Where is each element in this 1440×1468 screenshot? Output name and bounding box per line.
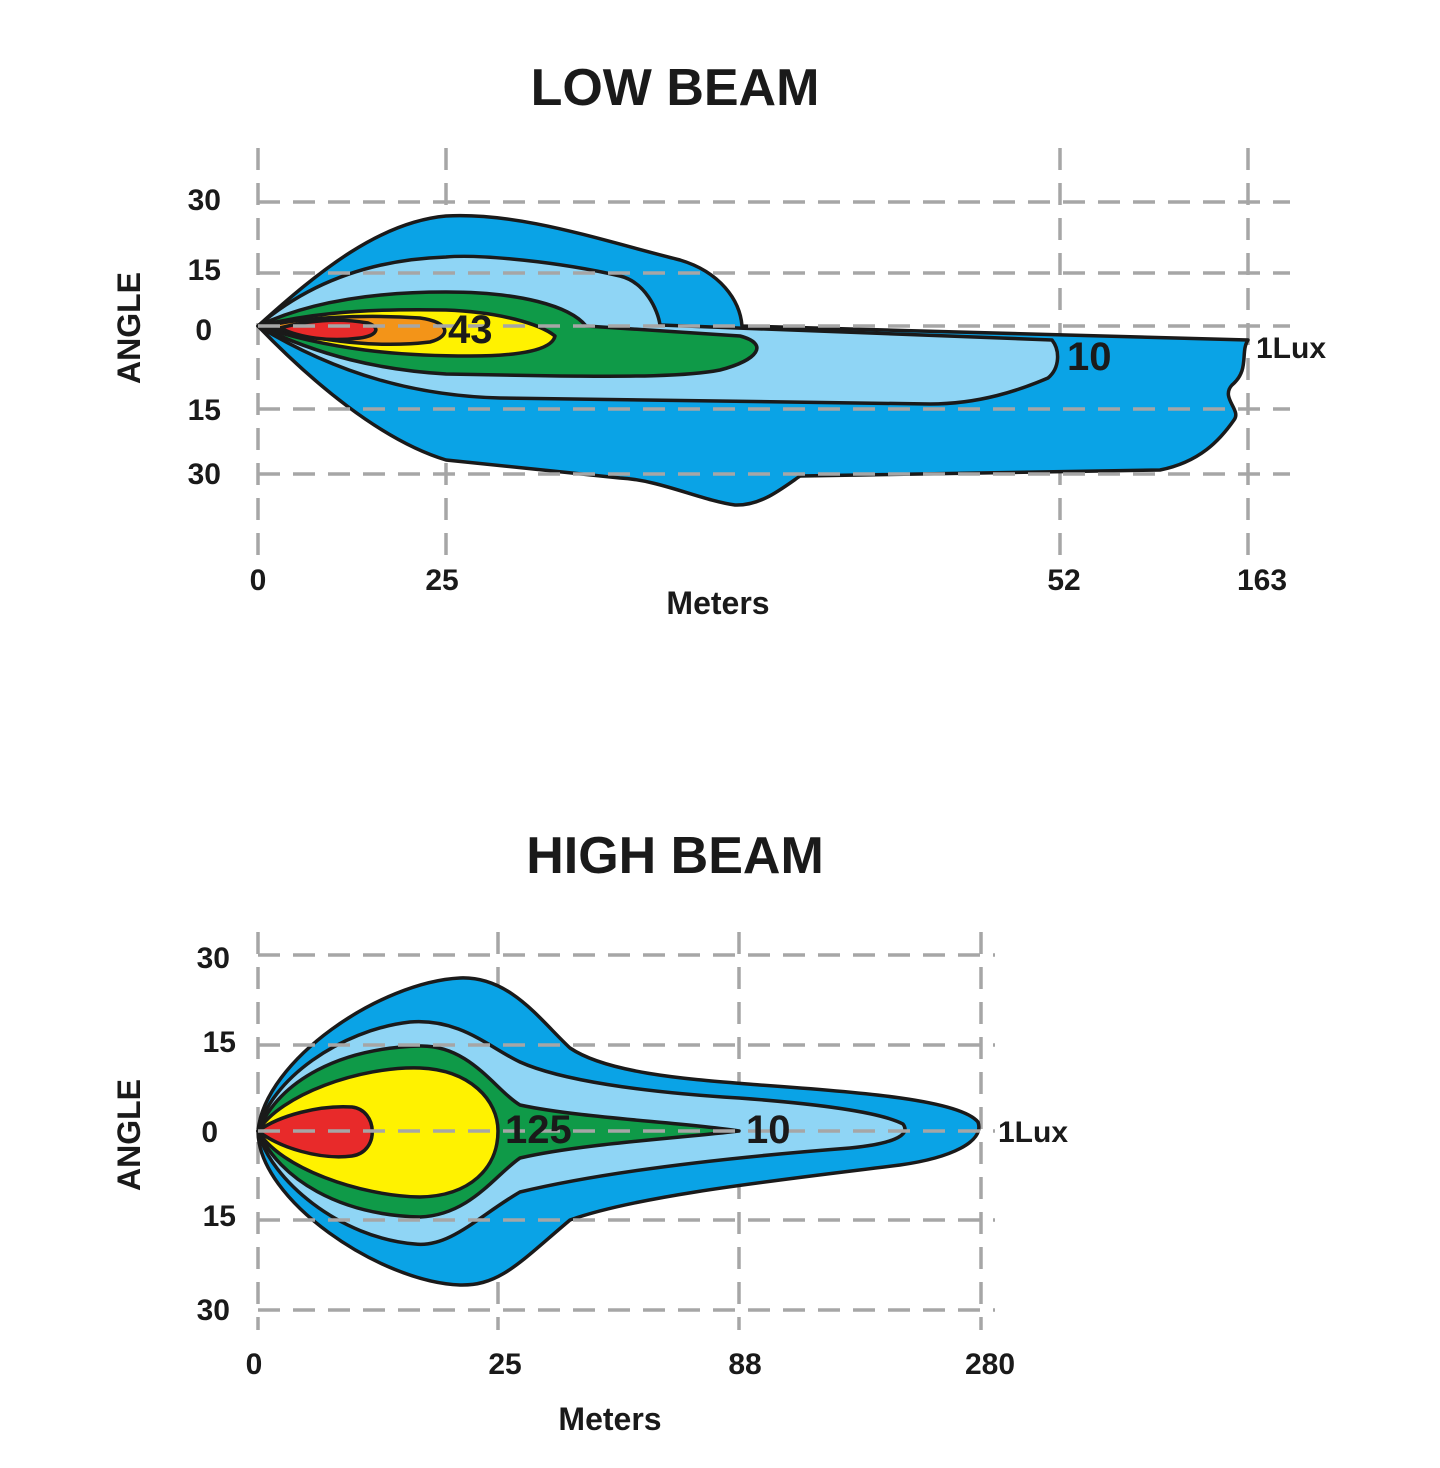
high-beam-iso-label-10: 10 <box>746 1108 791 1152</box>
low-x-tick-25: 25 <box>425 564 458 597</box>
high-beam-grid-h <box>258 953 995 1312</box>
high-beam-plot: 125 10 1Lux 30 15 0 15 30 0 25 88 280 Me… <box>111 932 1068 1437</box>
high-beam-iso-label-125: 125 <box>505 1108 572 1152</box>
low-beam-lux-label: 1Lux <box>1256 332 1326 365</box>
low-x-tick-52: 52 <box>1047 564 1080 597</box>
low-y-tick-0: 0 <box>195 314 212 347</box>
high-x-tick-280: 280 <box>965 1348 1015 1381</box>
low-beam-iso-label-10: 10 <box>1067 335 1112 379</box>
high-x-tick-25: 25 <box>488 1348 521 1381</box>
high-y-tick-30-up: 30 <box>197 942 230 975</box>
low-x-axis-label: Meters <box>666 585 769 621</box>
high-beam-title: HIGH BEAM <box>526 827 824 885</box>
low-x-tick-0: 0 <box>250 564 267 597</box>
high-y-tick-15-down: 15 <box>203 1200 236 1233</box>
low-y-tick-30-up: 30 <box>188 184 221 217</box>
high-beam-lux-label: 1Lux <box>998 1116 1068 1149</box>
low-y-tick-15-down: 15 <box>188 394 221 427</box>
high-x-tick-88: 88 <box>728 1348 761 1381</box>
low-beam-grid-h <box>258 200 1290 476</box>
high-y-tick-15-up: 15 <box>203 1026 236 1059</box>
low-beam-iso-label-43: 43 <box>448 308 493 352</box>
low-beam-plot: 43 10 1Lux 30 15 0 15 30 0 25 52 163 Met… <box>111 148 1326 621</box>
low-y-tick-15-up: 15 <box>188 254 221 287</box>
low-y-tick-30-down: 30 <box>188 458 221 491</box>
low-beam-title: LOW BEAM <box>530 59 820 117</box>
high-y-tick-0: 0 <box>201 1116 218 1149</box>
high-x-tick-0: 0 <box>246 1348 263 1381</box>
low-y-axis-label: ANGLE <box>111 272 147 384</box>
low-x-tick-163: 163 <box>1237 564 1287 597</box>
high-y-axis-label: ANGLE <box>111 1079 147 1191</box>
high-y-tick-30-down: 30 <box>197 1294 230 1327</box>
high-x-axis-label: Meters <box>558 1401 661 1437</box>
